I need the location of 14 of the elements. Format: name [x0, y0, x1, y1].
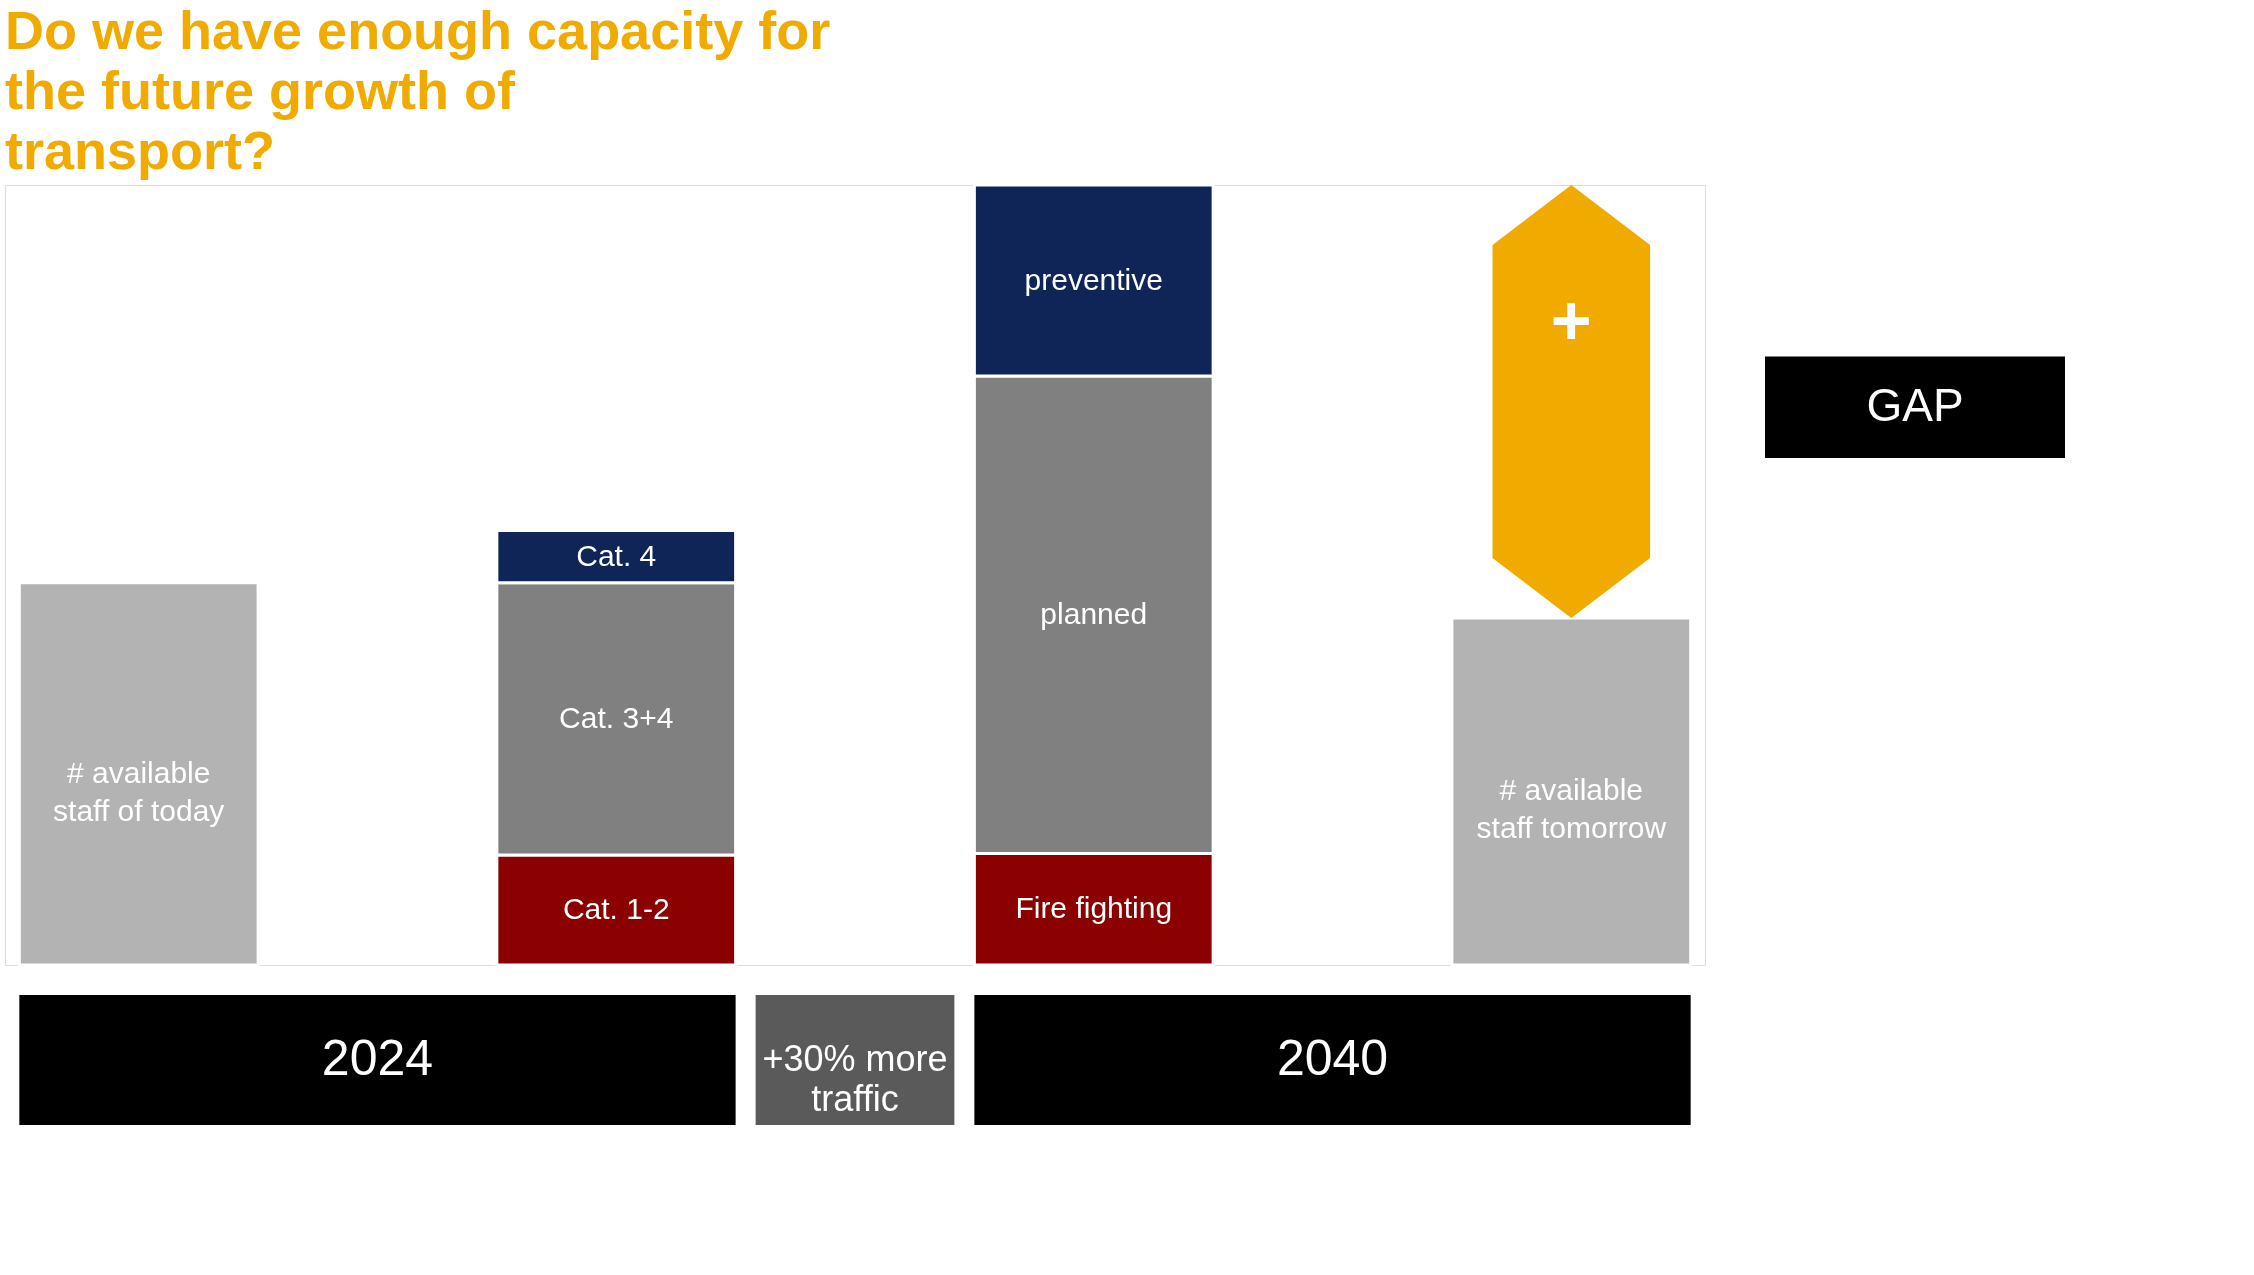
- series-label: Cat. 3+4: [559, 700, 674, 734]
- text: 2040: [1276, 1030, 1389, 1086]
- text: +30% more traffic: [762, 1038, 948, 1119]
- series-label: Cat. 1-2: [562, 892, 670, 926]
- series-label: # available staff tomorrow: [1476, 773, 1667, 845]
- series-label: Fire fighting: [1015, 891, 1173, 925]
- series-label: preventive: [1024, 262, 1163, 296]
- text: GAP: [1866, 379, 1964, 432]
- series-label: Cat. 4: [576, 538, 657, 572]
- series-label: planned: [1040, 596, 1148, 630]
- chart-title: Do we have enough capacity for the future growth of transport?: [5, 0, 831, 180]
- annotation: +: [1550, 281, 1592, 360]
- series-label: # available staff of today: [53, 755, 225, 827]
- text: 2024: [321, 1030, 434, 1086]
